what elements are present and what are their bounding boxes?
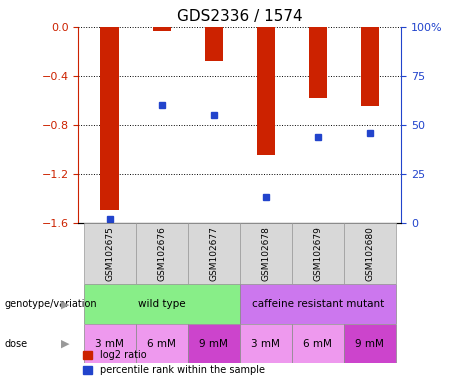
Bar <box>153 27 171 31</box>
Text: genotype/variation: genotype/variation <box>5 299 97 310</box>
Bar <box>136 223 188 284</box>
Text: ▶: ▶ <box>61 299 69 310</box>
Text: GSM102678: GSM102678 <box>261 226 270 281</box>
Text: 6 mM: 6 mM <box>147 339 176 349</box>
Text: caffeine resistant mutant: caffeine resistant mutant <box>252 299 384 310</box>
Bar <box>240 223 292 284</box>
Legend: log2 ratio, percentile rank within the sample: log2 ratio, percentile rank within the s… <box>79 346 269 379</box>
Text: 3 mM: 3 mM <box>95 339 124 349</box>
Text: GSM102677: GSM102677 <box>209 226 218 281</box>
Bar <box>188 324 240 363</box>
Text: GSM102675: GSM102675 <box>105 226 114 281</box>
Text: 6 mM: 6 mM <box>303 339 332 349</box>
Bar <box>100 27 119 210</box>
Bar <box>292 324 344 363</box>
Bar <box>83 223 136 284</box>
Bar <box>292 223 344 284</box>
Bar <box>309 27 327 98</box>
Bar <box>205 27 223 61</box>
Bar <box>361 27 379 106</box>
Bar <box>83 284 240 324</box>
Text: 3 mM: 3 mM <box>251 339 280 349</box>
Bar <box>344 223 396 284</box>
Title: GDS2336 / 1574: GDS2336 / 1574 <box>177 9 302 24</box>
Text: GSM102676: GSM102676 <box>157 226 166 281</box>
Bar <box>240 324 292 363</box>
Text: GSM102680: GSM102680 <box>365 226 374 281</box>
Bar <box>344 324 396 363</box>
Text: wild type: wild type <box>138 299 185 310</box>
Text: 9 mM: 9 mM <box>199 339 228 349</box>
Bar <box>83 324 136 363</box>
Bar <box>136 324 188 363</box>
Bar <box>240 284 396 324</box>
Text: 9 mM: 9 mM <box>355 339 384 349</box>
Text: dose: dose <box>5 339 28 349</box>
Text: GSM102679: GSM102679 <box>313 226 322 281</box>
Bar <box>188 223 240 284</box>
Text: ▶: ▶ <box>61 339 69 349</box>
Bar <box>257 27 275 156</box>
